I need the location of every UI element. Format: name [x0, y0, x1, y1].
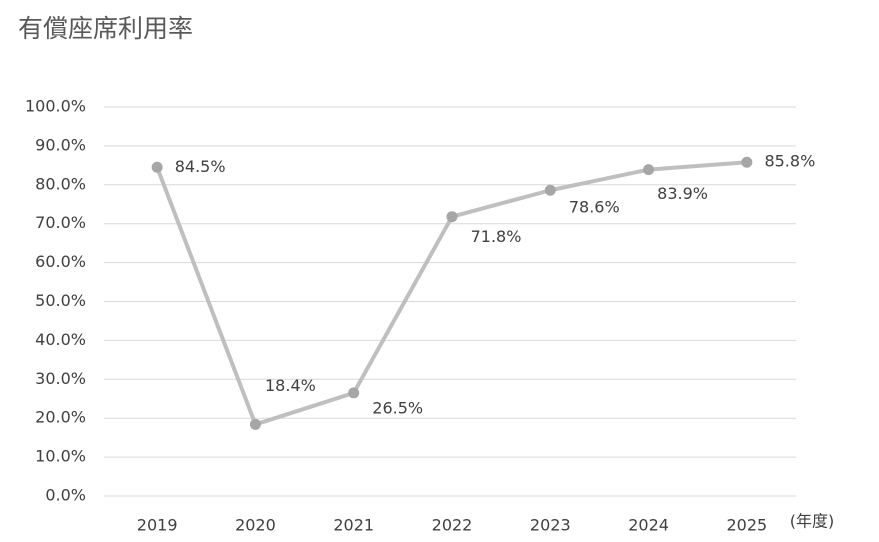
x-tick-label: 2024 — [628, 516, 669, 535]
data-label: 71.8% — [471, 227, 522, 246]
y-tick-label: 60.0% — [35, 252, 86, 271]
y-tick-label: 30.0% — [35, 369, 86, 388]
y-tick-label: 80.0% — [35, 174, 86, 193]
data-label: 84.5% — [175, 157, 226, 176]
y-tick-label: 100.0% — [25, 97, 86, 116]
y-tick-label: 0.0% — [45, 486, 86, 505]
y-tick-label: 20.0% — [35, 408, 86, 427]
y-tick-label: 10.0% — [35, 447, 86, 466]
x-tick-label: 2023 — [530, 516, 571, 535]
data-point — [544, 184, 556, 196]
x-axis-label: (年度) — [790, 512, 835, 531]
data-point — [249, 418, 261, 430]
y-tick-label: 70.0% — [35, 213, 86, 232]
data-point — [446, 211, 458, 223]
data-label: 78.6% — [569, 198, 620, 217]
chart-title: 有償座席利用率 — [18, 14, 193, 43]
data-label: 18.4% — [265, 376, 316, 395]
data-label: 26.5% — [372, 398, 423, 417]
data-point — [741, 156, 753, 168]
y-tick-label: 50.0% — [35, 291, 86, 310]
y-tick-label: 40.0% — [35, 330, 86, 349]
x-tick-label: 2022 — [432, 516, 473, 535]
x-tick-label: 2019 — [137, 516, 178, 535]
data-label: 85.8% — [764, 152, 815, 171]
data-label: 83.9% — [657, 184, 708, 203]
data-point — [151, 161, 163, 173]
x-tick-label: 2021 — [333, 516, 374, 535]
data-point — [643, 164, 655, 176]
data-point — [348, 387, 360, 399]
x-tick-label: 2020 — [235, 516, 276, 535]
y-tick-label: 90.0% — [35, 135, 86, 154]
x-tick-label: 2025 — [726, 516, 767, 535]
